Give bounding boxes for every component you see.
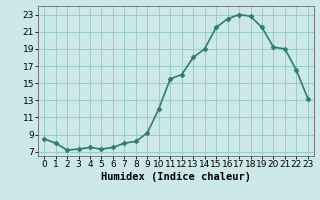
X-axis label: Humidex (Indice chaleur): Humidex (Indice chaleur) xyxy=(101,172,251,182)
